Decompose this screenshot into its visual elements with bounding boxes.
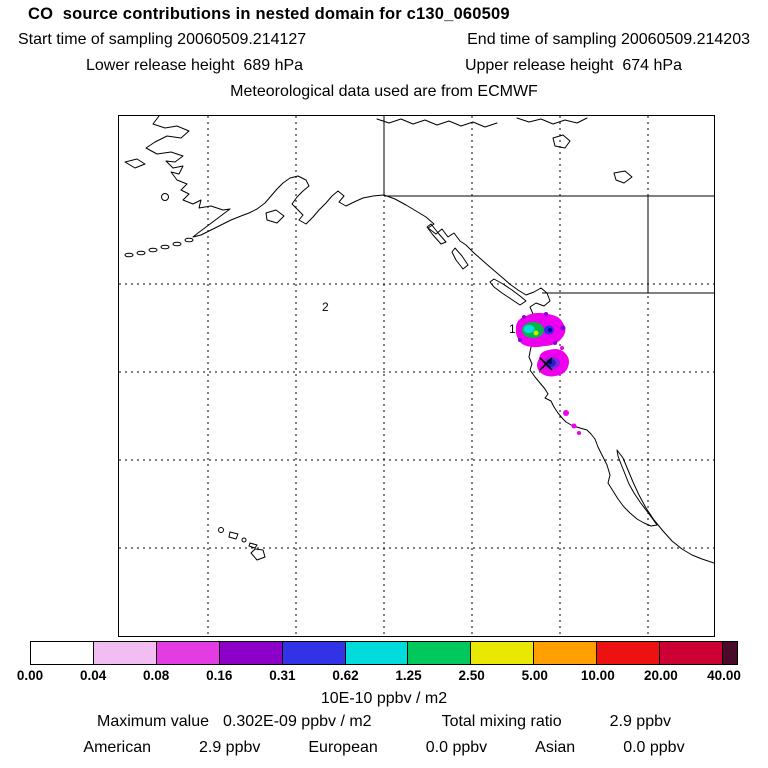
release-height-row: Lower release height 689 hPa Upper relea…	[86, 57, 682, 75]
colorbar-ticks: 0.00 0.04 0.08 0.16 0.31 0.62 1.25 2.50 5.00 10.0…	[0, 668, 768, 684]
political-boundaries	[383, 116, 714, 294]
max-value: 0.302E-09 ppbv / m2	[223, 713, 372, 730]
vancouver-island	[489, 278, 527, 306]
kodiak-island	[265, 209, 285, 224]
map-svg: 1 2	[119, 116, 714, 636]
colorbar-tick-label: 5.00	[521, 668, 548, 683]
met-data-row: Meteorological data used are from ECMWF	[0, 83, 768, 101]
colorbar-tick-label: 0.16	[206, 668, 233, 683]
hotspot-2	[537, 349, 569, 377]
hotspot-1	[515, 312, 566, 348]
upper-release-text: Upper release height 674 hPa	[464, 57, 682, 74]
sampling-time-row: Start time of sampling 20060509.214127 E…	[18, 31, 750, 49]
colorbar-segment	[533, 642, 597, 664]
summary-row: Maximum value 0.302E-09 ppbv / m2 Total …	[0, 713, 768, 731]
region-name-american: American	[83, 739, 151, 756]
colorbar-segment	[659, 642, 722, 664]
region-name-european: European	[308, 739, 378, 756]
region-contributions-row: American 2.9 ppbv European 0.0 ppbv Asia…	[0, 739, 768, 757]
colorbar-tick-label: 40.00	[707, 668, 741, 683]
great-bear-lake	[552, 134, 571, 149]
great-slave-lake	[613, 170, 633, 184]
colorbar-tick-label: 2.50	[458, 668, 485, 683]
release-label-2: 2	[322, 300, 329, 314]
colorbar-segment	[470, 642, 534, 664]
region-value-american: 2.9 ppbv	[198, 739, 261, 756]
colorbar-segment	[218, 642, 282, 664]
hawaii-islands	[218, 527, 266, 561]
end-time-text: End time of sampling 20060509.214203	[467, 31, 750, 48]
arctic-islands	[516, 117, 588, 125]
release-label-1: 1	[509, 322, 516, 336]
start-time-text: Start time of sampling 20060509.214127	[18, 31, 307, 48]
colorbar-tick-label: 0.00	[16, 668, 44, 683]
colorbar-segment	[721, 642, 737, 664]
colorbar-segment	[407, 642, 471, 664]
max-value-label: Maximum value	[96, 713, 210, 730]
colorbar-segment	[596, 642, 660, 664]
aleutian-islands	[124, 237, 194, 258]
region-value-asian: 0.0 ppbv	[623, 739, 685, 756]
total-mixing-label: Total mixing ratio	[441, 713, 562, 730]
colorbar-tick-label: 0.04	[79, 668, 107, 683]
gridlines	[119, 116, 714, 636]
sampling-x-icon	[539, 357, 553, 371]
arctic-coast	[376, 118, 498, 128]
st-lawrence-island	[124, 158, 146, 169]
haida-gwaii	[451, 247, 469, 270]
total-mixing-value: 2.9 ppbv	[609, 713, 671, 730]
colorbar-unit-label: 10E-10 ppbv / m2	[320, 690, 448, 707]
coastlines	[124, 116, 714, 564]
nunivak-island	[161, 193, 169, 201]
hotspot-specks	[560, 346, 581, 435]
colorbar-segment	[92, 642, 156, 664]
figure-title: CO source contributions in nested domain…	[28, 5, 510, 23]
met-source-text: Meteorological data used are from ECMWF	[230, 83, 538, 100]
alexander-archipelago	[426, 223, 447, 245]
colorbar-tick-label: 0.31	[269, 668, 296, 683]
lower-release-text: Lower release height 689 hPa	[86, 57, 304, 74]
colorbar-tick-label: 0.62	[332, 668, 359, 683]
map-frame: 1 2	[118, 115, 715, 637]
colorbar	[30, 641, 738, 665]
colorbar-segment	[281, 642, 345, 664]
coastline-path	[145, 116, 714, 564]
colorbar-tick-label: 10.00	[580, 668, 615, 683]
region-value-european: 0.0 ppbv	[425, 739, 488, 756]
region-name-asian: Asian	[535, 739, 576, 756]
colorbar-tick-label: 0.08	[143, 668, 170, 683]
colorbar-tick-label: 20.00	[644, 668, 678, 683]
colorbar-segment	[31, 642, 93, 664]
colorbar-segment	[155, 642, 219, 664]
colorbar-tick-label: 1.25	[395, 668, 422, 683]
colorbar-segment	[344, 642, 408, 664]
